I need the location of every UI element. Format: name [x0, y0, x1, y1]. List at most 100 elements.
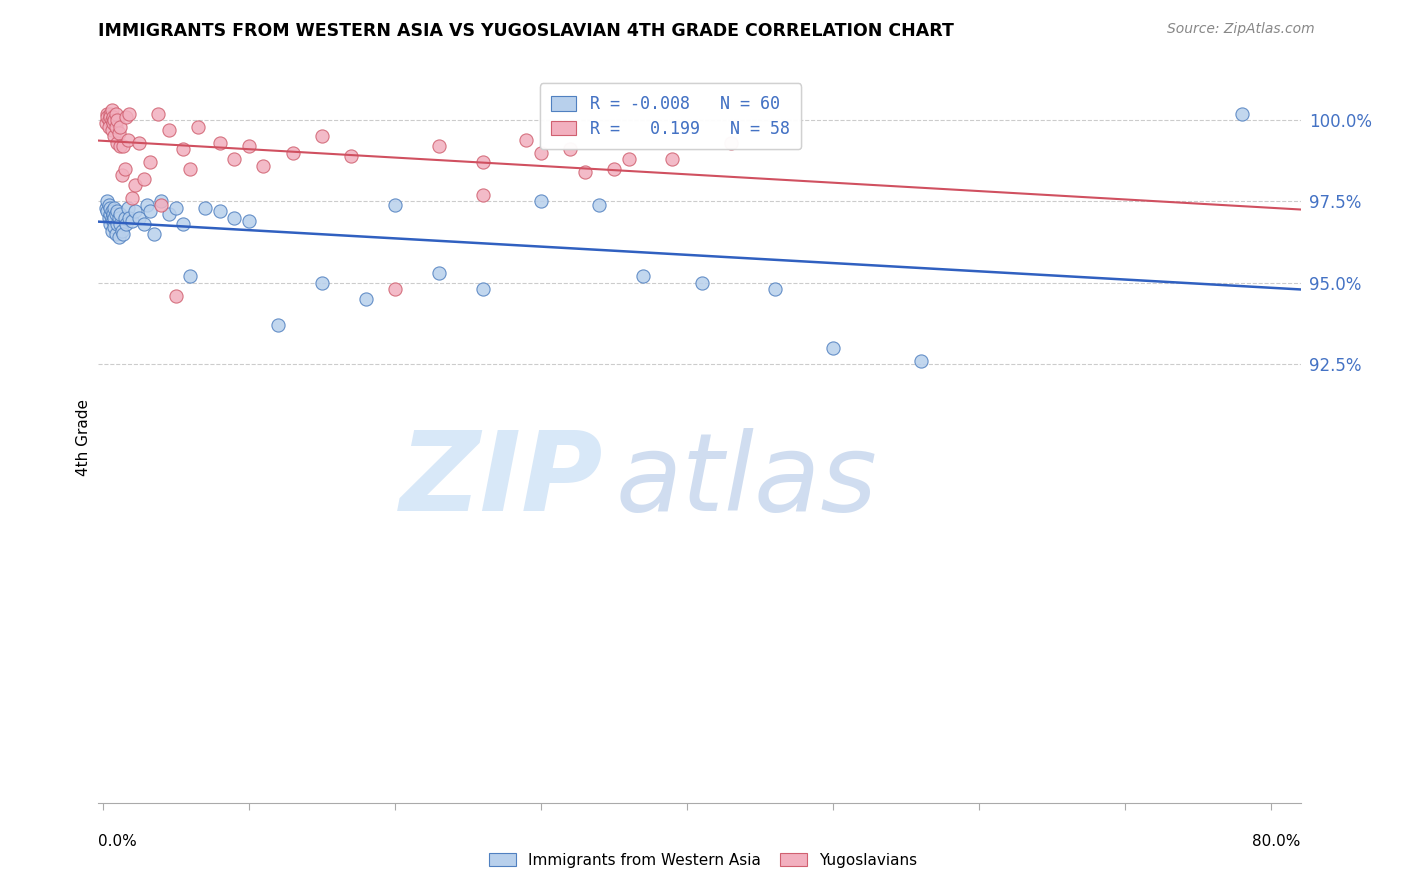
Point [110, 207, 132, 221]
Point [354, 292, 377, 306]
Point [603, 161, 626, 176]
Point [172, 142, 194, 156]
Point [172, 217, 194, 231]
Point [117, 201, 139, 215]
Point [165, 201, 187, 215]
Point [103, 201, 125, 215]
Text: ZIP: ZIP [399, 427, 603, 534]
Point [104, 207, 127, 221]
Point [98, 106, 121, 120]
Point [142, 227, 165, 241]
Point [104, 120, 127, 134]
Point [530, 145, 553, 160]
Point [150, 197, 173, 211]
Point [617, 152, 640, 166]
Point [98, 217, 121, 231]
Point [690, 276, 713, 290]
Point [108, 230, 131, 244]
Point [115, 217, 138, 231]
Point [157, 207, 180, 221]
Point [101, 116, 124, 130]
Point [114, 161, 136, 176]
Point [100, 204, 122, 219]
Point [427, 266, 450, 280]
Point [111, 224, 134, 238]
Point [823, 341, 845, 355]
Point [112, 139, 135, 153]
Point [340, 149, 363, 163]
Point [100, 113, 122, 128]
Point [135, 197, 157, 211]
Point [110, 139, 132, 153]
Point [115, 110, 138, 124]
Point [108, 211, 131, 225]
Point [763, 282, 786, 296]
Point [179, 269, 201, 284]
Point [208, 204, 231, 219]
Point [128, 136, 150, 150]
Point [128, 211, 150, 225]
Point [101, 110, 124, 124]
Point [97, 120, 120, 134]
Point [252, 159, 274, 173]
Point [94, 201, 117, 215]
Point [110, 217, 132, 231]
Point [588, 197, 610, 211]
Point [124, 178, 146, 193]
Point [107, 136, 129, 150]
Point [165, 288, 187, 302]
Text: IMMIGRANTS FROM WESTERN ASIA VS YUGOSLAVIAN 4TH GRADE CORRELATION CHART: IMMIGRANTS FROM WESTERN ASIA VS YUGOSLAV… [98, 22, 955, 40]
Point [471, 282, 494, 296]
Point [107, 113, 129, 128]
Point [281, 145, 304, 160]
Point [138, 155, 160, 169]
Point [100, 103, 122, 118]
Point [311, 129, 333, 144]
Point [224, 211, 246, 225]
Text: 80.0%: 80.0% [1253, 834, 1301, 849]
Point [124, 204, 146, 219]
Point [110, 120, 132, 134]
Point [118, 106, 141, 120]
Point [132, 171, 155, 186]
Point [384, 282, 406, 296]
Point [661, 152, 683, 166]
Point [98, 201, 121, 215]
Point [148, 106, 170, 120]
Point [471, 187, 494, 202]
Point [118, 211, 141, 225]
Point [101, 207, 124, 221]
Point [103, 129, 125, 144]
Point [108, 126, 131, 140]
Point [100, 224, 122, 238]
Point [107, 217, 129, 231]
Point [238, 139, 260, 153]
Point [138, 204, 160, 219]
Point [1230, 106, 1253, 120]
Text: atlas: atlas [616, 428, 877, 533]
Point [720, 136, 742, 150]
Point [121, 214, 143, 228]
Point [910, 353, 932, 368]
Legend: R = -0.008   N = 60, R =   0.199   N = 58: R = -0.008 N = 60, R = 0.199 N = 58 [540, 83, 801, 149]
Point [471, 155, 494, 169]
Point [633, 269, 655, 284]
Point [94, 116, 117, 130]
Point [238, 214, 260, 228]
Point [96, 204, 118, 219]
Point [107, 204, 129, 219]
Point [117, 133, 139, 147]
Point [96, 194, 118, 209]
Point [427, 139, 450, 153]
Point [530, 194, 553, 209]
Legend: Immigrants from Western Asia, Yugoslavians: Immigrants from Western Asia, Yugoslavia… [481, 845, 925, 875]
Point [103, 220, 125, 235]
Point [101, 214, 124, 228]
Point [179, 161, 201, 176]
Point [111, 169, 134, 183]
Point [100, 211, 122, 225]
Point [97, 113, 120, 128]
Point [157, 123, 180, 137]
Point [515, 133, 537, 147]
Point [121, 191, 143, 205]
